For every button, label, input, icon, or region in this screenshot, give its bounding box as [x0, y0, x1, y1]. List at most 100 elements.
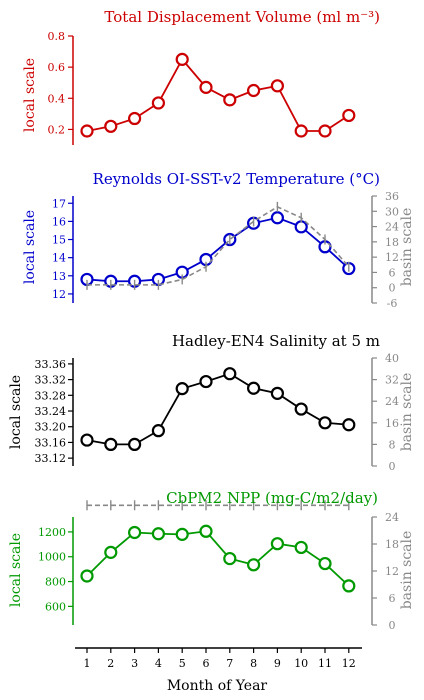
left-tick-label: 33.20 — [35, 421, 67, 434]
data-point — [151, 527, 165, 541]
x-tick-label: 11 — [318, 657, 332, 670]
left-tick-label: 0.6 — [48, 61, 66, 74]
left-axis-label: local scale — [8, 375, 24, 449]
right-axis: -6 0 6 12 18 24 30 36 — [371, 190, 399, 310]
right-axis: 0 6 12 18 24 — [371, 511, 399, 632]
right-tick-label: 32 — [385, 374, 399, 387]
data-point — [247, 381, 261, 395]
left-tick-label: 0.4 — [48, 92, 66, 105]
series-marks — [80, 367, 356, 511]
series-line — [86, 372, 349, 446]
series-line — [86, 57, 350, 132]
x-tick-label: 9 — [274, 657, 281, 670]
data-point — [104, 437, 118, 451]
data-point — [175, 52, 189, 66]
panel-title: CbPM2 NPP (mg-C/m2/day) — [166, 489, 378, 507]
data-point — [247, 83, 261, 98]
x-tick-label: 1 — [84, 657, 91, 670]
left-tick-label: 12 — [52, 288, 66, 301]
left-tick-label: 15 — [52, 234, 66, 247]
panel-npp: CbPM2 NPP (mg-C/m2/day) local scale basi… — [8, 489, 415, 632]
data-point — [175, 527, 189, 541]
x-axis: 1 2 3 4 5 6 7 8 9 10 11 12 — [75, 647, 362, 670]
dashed-series-line — [87, 205, 350, 286]
right-tick-label: -6 — [387, 297, 398, 310]
data-point — [80, 569, 94, 583]
right-tick-label: 12 — [385, 251, 399, 264]
panel-salinity: Hadley-EN4 Salinity at 5 m local scale b… — [8, 332, 415, 511]
right-axis-label: basin scale — [399, 208, 415, 287]
data-point — [294, 540, 308, 555]
x-tick-label: 4 — [155, 657, 162, 670]
left-tick-label: 0.8 — [48, 30, 66, 43]
data-point — [104, 119, 118, 133]
left-tick-label: 1200 — [38, 526, 66, 539]
series-marks — [80, 201, 356, 290]
right-tick-label: 18 — [385, 236, 399, 249]
series-line — [86, 216, 350, 283]
data-point — [270, 537, 284, 551]
left-tick-label: 13 — [52, 270, 66, 283]
x-tick-label: 12 — [342, 657, 356, 670]
left-axis: 12 13 14 15 16 17 — [52, 196, 74, 303]
right-tick-label: 16 — [385, 417, 399, 430]
x-tick-label: 8 — [250, 657, 257, 670]
left-axis-label: local scale — [8, 533, 24, 607]
right-axis-label: basin scale — [399, 373, 415, 452]
data-point — [199, 80, 213, 94]
left-axis-label: local scale — [22, 58, 38, 132]
data-point — [80, 433, 94, 447]
data-point — [80, 124, 94, 138]
right-tick-label: 30 — [385, 205, 399, 218]
right-tick-label: 0 — [389, 619, 396, 632]
data-point — [175, 382, 189, 396]
left-tick-label: 1000 — [38, 551, 66, 564]
panel-title: Reynolds OI-SST-v2 Temperature (°C) — [93, 170, 380, 188]
right-tick-label: 24 — [385, 395, 399, 408]
x-axis-label: Month of Year — [167, 678, 268, 694]
x-tick-label: 5 — [179, 657, 186, 670]
left-tick-label: 33.24 — [35, 405, 67, 418]
data-point — [128, 111, 142, 126]
left-tick-label: 0.2 — [48, 123, 66, 136]
data-point — [104, 545, 118, 559]
data-point — [342, 418, 356, 432]
data-point — [342, 579, 356, 593]
left-tick-label: 33.16 — [35, 436, 67, 449]
panel-title: Hadley-EN4 Salinity at 5 m — [172, 332, 380, 350]
data-point — [199, 374, 213, 389]
left-tick-label: 600 — [45, 600, 66, 613]
panel-sst: Reynolds OI-SST-v2 Temperature (°C) loca… — [22, 170, 415, 310]
right-tick-label: 0 — [389, 282, 396, 295]
right-tick-label: 8 — [389, 438, 396, 451]
left-tick-label: 14 — [52, 252, 66, 265]
data-point — [270, 211, 284, 225]
x-tick-label: 7 — [226, 657, 233, 670]
x-tick-label: 2 — [107, 657, 114, 670]
left-axis: 33.12 33.16 33.20 33.24 33.28 33.32 33.36 — [35, 358, 74, 466]
left-axis-label: local scale — [22, 210, 38, 284]
left-tick-label: 33.32 — [35, 374, 67, 387]
left-tick-label: 17 — [52, 197, 66, 210]
data-point — [294, 124, 308, 138]
data-point — [151, 96, 165, 110]
right-tick-label: 6 — [389, 266, 396, 279]
series-marks — [80, 52, 356, 138]
data-point — [270, 79, 284, 93]
left-tick-label: 800 — [45, 576, 66, 589]
data-point — [247, 558, 261, 572]
x-tick-label: 6 — [203, 657, 210, 670]
right-axis-label: basin scale — [399, 531, 415, 610]
data-point — [342, 108, 356, 123]
right-axis: 0 8 16 24 32 40 — [371, 352, 399, 473]
data-point — [128, 525, 142, 540]
right-tick-label: 18 — [385, 538, 399, 551]
data-point — [318, 124, 332, 138]
data-point — [199, 524, 213, 538]
left-axis: 600 800 1000 1200 — [38, 517, 74, 625]
data-point — [270, 386, 284, 400]
series-line — [86, 530, 350, 587]
data-point — [294, 402, 308, 416]
data-point — [223, 367, 237, 381]
